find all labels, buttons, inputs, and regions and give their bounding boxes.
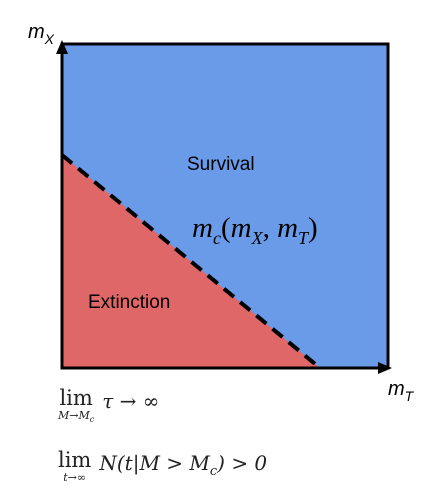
limit-subscript: t→∞ [63, 471, 87, 484]
y-axis-arrowhead [56, 40, 68, 54]
extinction-label: Extinction [88, 292, 170, 313]
limit-equation-population: lim t→∞ N(t|M > Mc) > 0 [58, 448, 268, 484]
y-axis-label: mX [28, 21, 55, 47]
limit-operator: lim t→∞ [58, 448, 92, 484]
limit-word: lim [59, 386, 93, 410]
extinction-region [62, 155, 320, 368]
plot-frame [60, 42, 390, 370]
limit-expression: τ → ∞ [102, 389, 160, 413]
limit-equation-tau: lim M→Mc τ → ∞ [58, 388, 159, 424]
boundary-label: mc(mX, mT) [192, 212, 318, 248]
critical-boundary-line [60, 153, 322, 370]
x-axis-label: mT [388, 378, 415, 404]
x-axis-arrowhead [378, 362, 392, 374]
limit-expression: N(t|M > Mc) > 0 [99, 451, 268, 479]
limit-word: lim [58, 448, 92, 472]
survival-label: Survival [187, 154, 255, 175]
limit-subscript: M→Mc [58, 409, 95, 425]
x-axis-label-sub: T [405, 388, 415, 404]
limit-operator: lim M→Mc [58, 388, 94, 424]
y-axis-label-sub: X [44, 31, 55, 47]
